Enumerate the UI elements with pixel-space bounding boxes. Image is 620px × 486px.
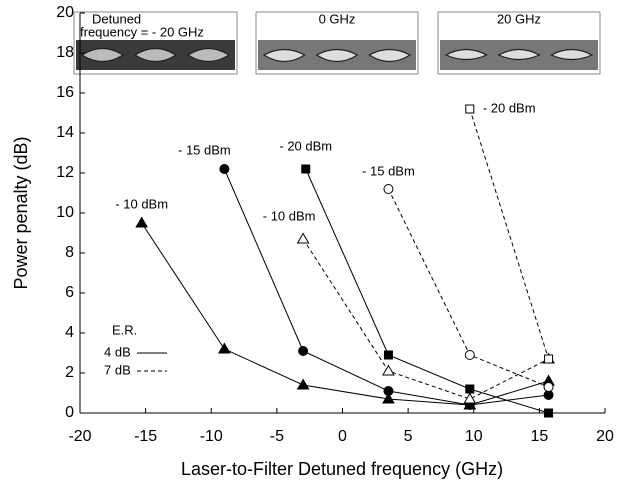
marker bbox=[383, 366, 394, 376]
chart: Laser-to-Filter Detuned frequency (GHz) … bbox=[0, 0, 620, 486]
y-tick-label: 10 bbox=[56, 204, 74, 221]
series-label: - 20 dBm bbox=[279, 138, 332, 153]
x-tick-label: 20 bbox=[596, 428, 614, 445]
legend-label: 4 dB bbox=[104, 344, 131, 359]
series-line bbox=[303, 239, 548, 399]
inset-label: 0 GHz bbox=[319, 11, 356, 26]
x-tick-label: 0 bbox=[338, 428, 347, 445]
marker bbox=[384, 185, 393, 194]
marker bbox=[466, 105, 474, 113]
x-tick-label: 5 bbox=[404, 428, 413, 445]
y-tick-label: 14 bbox=[56, 124, 74, 141]
marker bbox=[544, 383, 553, 392]
x-tick-label: 15 bbox=[530, 428, 548, 445]
y-tick-label: 20 bbox=[56, 4, 74, 21]
y-tick-label: 12 bbox=[56, 164, 74, 181]
marker bbox=[384, 387, 393, 396]
marker bbox=[219, 344, 230, 354]
y-axis-title: Power penalty (dB) bbox=[11, 136, 31, 289]
marker bbox=[220, 165, 229, 174]
y-tick-label: 0 bbox=[65, 404, 74, 421]
x-tick-label: -20 bbox=[68, 428, 91, 445]
marker bbox=[465, 351, 474, 360]
series-label: - 15 dBm bbox=[178, 142, 231, 157]
series-label: - 10 dBm bbox=[115, 196, 168, 211]
marker bbox=[298, 380, 309, 390]
legend-title: E.R. bbox=[112, 322, 137, 337]
marker bbox=[299, 347, 308, 356]
marker bbox=[384, 351, 392, 359]
marker bbox=[136, 218, 147, 228]
y-tick-label: 16 bbox=[56, 84, 74, 101]
x-axis-title: Laser-to-Filter Detuned frequency (GHz) bbox=[181, 459, 503, 479]
marker bbox=[466, 385, 474, 393]
marker bbox=[298, 234, 309, 244]
x-tick-label: -10 bbox=[200, 428, 223, 445]
series-label: - 20 dBm bbox=[483, 100, 536, 115]
legend-label: 7 dB bbox=[104, 362, 131, 377]
y-tick-label: 18 bbox=[56, 44, 74, 61]
series-label: - 10 dBm bbox=[263, 208, 316, 223]
inset-label: 20 GHz bbox=[497, 11, 541, 26]
x-tick-label: -5 bbox=[270, 428, 284, 445]
y-tick-label: 4 bbox=[65, 324, 74, 341]
series-label: - 15 dBm bbox=[362, 163, 415, 178]
series-line bbox=[470, 109, 549, 359]
y-tick-label: 8 bbox=[65, 244, 74, 261]
marker bbox=[464, 394, 475, 404]
y-tick-label: 2 bbox=[65, 364, 74, 381]
marker bbox=[545, 355, 553, 363]
series-line bbox=[142, 223, 549, 405]
inset-label: frequency = - 20 GHz bbox=[80, 24, 204, 39]
x-tick-label: -15 bbox=[134, 428, 157, 445]
marker bbox=[302, 165, 310, 173]
x-tick-label: 10 bbox=[465, 428, 483, 445]
marker bbox=[545, 409, 553, 417]
y-tick-label: 6 bbox=[65, 284, 74, 301]
series-line bbox=[306, 169, 549, 413]
